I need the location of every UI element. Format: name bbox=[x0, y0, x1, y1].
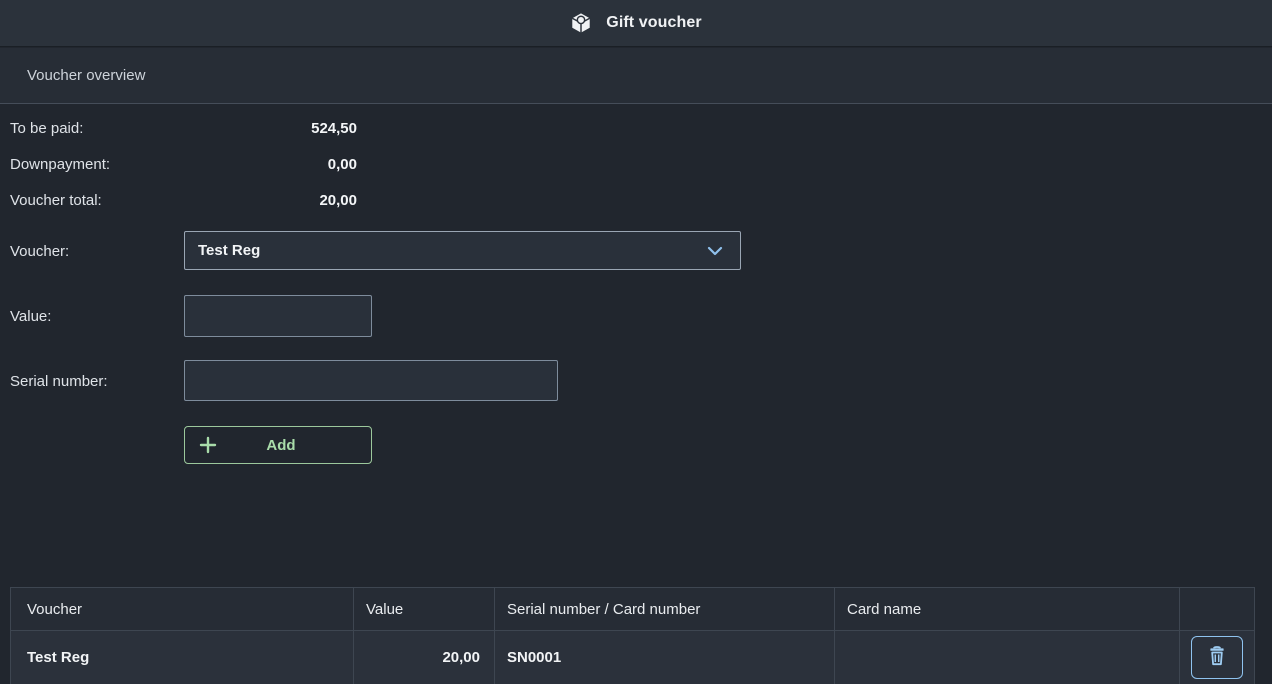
voucher-total-value: 20,00 bbox=[319, 192, 357, 209]
voucher-select-value: Test Reg bbox=[198, 242, 261, 259]
delete-row-button[interactable] bbox=[1191, 636, 1243, 679]
row-actions-cell bbox=[1180, 631, 1254, 684]
value-label: Value: bbox=[10, 308, 52, 325]
voucher-select[interactable]: Test Reg bbox=[184, 231, 741, 270]
voucher-total-label: Voucher total: bbox=[10, 192, 102, 209]
summary-row-to-be-paid: To be paid: 524,50 bbox=[10, 120, 357, 137]
chevron-down-icon bbox=[707, 246, 723, 256]
serial-number-input[interactable] bbox=[184, 360, 558, 401]
table-header-row: Voucher Value Serial number / Card numbe… bbox=[11, 588, 1254, 631]
value-input[interactable] bbox=[184, 295, 372, 337]
row-value-cell: 20,00 bbox=[354, 631, 495, 684]
voucher-table: Voucher Value Serial number / Card numbe… bbox=[10, 587, 1255, 684]
serial-number-label: Serial number: bbox=[10, 373, 108, 390]
column-header-voucher: Voucher bbox=[11, 588, 354, 630]
trash-icon bbox=[1207, 645, 1227, 670]
to-be-paid-label: To be paid: bbox=[10, 120, 84, 137]
downpayment-value: 0,00 bbox=[327, 156, 357, 173]
app-header: Gift voucher bbox=[0, 0, 1272, 47]
column-header-actions bbox=[1180, 588, 1254, 630]
product-cube-icon bbox=[570, 12, 592, 34]
table-row: Test Reg 20,00 SN0001 bbox=[11, 631, 1254, 684]
to-be-paid-value: 524,50 bbox=[311, 120, 357, 137]
column-header-value: Value bbox=[354, 588, 495, 630]
voucher-label: Voucher: bbox=[10, 243, 70, 260]
section-header: Voucher overview bbox=[0, 48, 1272, 104]
page-title: Gift voucher bbox=[606, 14, 702, 31]
row-voucher-cell: Test Reg bbox=[11, 631, 354, 684]
add-button-label: Add bbox=[266, 436, 296, 454]
column-header-card-name: Card name bbox=[835, 588, 1180, 630]
row-card-name-cell bbox=[835, 631, 1180, 684]
row-serial-cell: SN0001 bbox=[495, 631, 835, 684]
summary-row-voucher-total: Voucher total: 20,00 bbox=[10, 192, 357, 209]
section-title: Voucher overview bbox=[27, 67, 146, 84]
plus-icon bbox=[199, 436, 217, 454]
add-button[interactable]: Add bbox=[184, 426, 372, 464]
summary-row-downpayment: Downpayment: 0,00 bbox=[10, 156, 357, 173]
downpayment-label: Downpayment: bbox=[10, 156, 111, 173]
column-header-serial: Serial number / Card number bbox=[495, 588, 835, 630]
